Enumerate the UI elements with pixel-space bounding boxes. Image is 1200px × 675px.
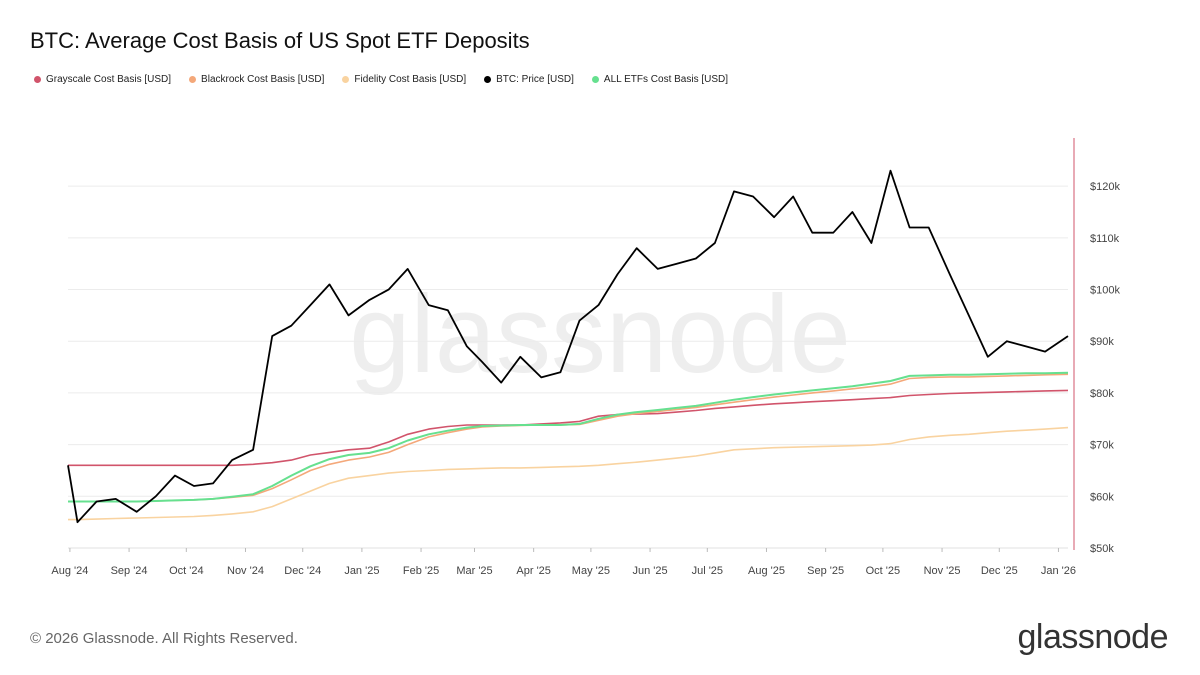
x-tick-label: Dec '24 [284, 565, 321, 577]
x-tick-label: Aug '25 [748, 565, 785, 577]
x-tick-label: Dec '25 [981, 565, 1018, 577]
x-tick-label: Jan '26 [1041, 565, 1076, 577]
x-tick-label: Jun '25 [632, 565, 667, 577]
legend-marker [189, 76, 197, 83]
brand-logo: glassnode [1017, 618, 1168, 656]
series-line [68, 371, 1069, 503]
x-tick-label: Aug '24 [51, 565, 88, 577]
legend: Grayscale Cost Basis [USD] Blackrock Cost… [34, 74, 728, 85]
y-tick-label: $120k [1090, 181, 1120, 193]
series-line [67, 169, 1069, 524]
series-line [68, 426, 1069, 521]
legend-marker [484, 76, 492, 83]
x-tick-label: Mar '25 [456, 565, 492, 577]
y-tick-label: $50k [1090, 543, 1114, 555]
y-tick-label: $60k [1090, 491, 1114, 503]
y-tick-label: $80k [1090, 388, 1114, 400]
legend-label: ALL ETFs Cost Basis [USD] [603, 74, 729, 85]
legend-marker [342, 76, 350, 83]
legend-label: Fidelity Cost Basis [USD] [354, 74, 467, 85]
y-tick-label: $110k [1090, 233, 1120, 245]
y-tick-label: $90k [1090, 336, 1114, 348]
legend-label: BTC: Price [USD] [496, 74, 574, 85]
watermark: glassnode [349, 273, 851, 396]
legend-marker [34, 76, 41, 83]
x-tick-label: Jan '25 [344, 565, 379, 577]
x-tick-label: Nov '25 [924, 565, 961, 577]
legend-item[interactable]: Blackrock Cost Basis [USD] [189, 74, 324, 85]
x-tick-label: Feb '25 [403, 565, 439, 577]
copyright-text: © 2026 Glassnode. All Rights Reserved. [30, 630, 298, 647]
series-line [68, 389, 1069, 467]
legend-label: Grayscale Cost Basis [USD] [46, 74, 172, 85]
x-tick-label: Jul '25 [692, 565, 723, 577]
x-tick-label: Apr '25 [516, 565, 551, 577]
y-tick-label: $70k [1090, 440, 1114, 452]
legend-item[interactable]: BTC: Price [USD] [484, 74, 574, 85]
x-tick-label: Sep '24 [111, 565, 148, 577]
chart-title: BTC: Average Cost Basis of US Spot ETF D… [30, 28, 530, 53]
legend-item[interactable]: ALL ETFs Cost Basis [USD] [591, 74, 729, 85]
x-tick-label: Oct '25 [866, 565, 901, 577]
legend-marker [591, 76, 599, 83]
legend-item[interactable]: Fidelity Cost Basis [USD] [342, 74, 466, 85]
x-tick-label: Sep '25 [807, 565, 844, 577]
legend-label: Blackrock Cost Basis [USD] [201, 74, 325, 85]
x-tick-label: May '25 [572, 565, 610, 577]
y-tick-label: $100k [1090, 285, 1120, 297]
x-tick-label: Nov '24 [227, 565, 264, 577]
x-tick-label: Oct '24 [169, 565, 204, 577]
legend-item[interactable]: Grayscale Cost Basis [USD] [34, 74, 171, 85]
